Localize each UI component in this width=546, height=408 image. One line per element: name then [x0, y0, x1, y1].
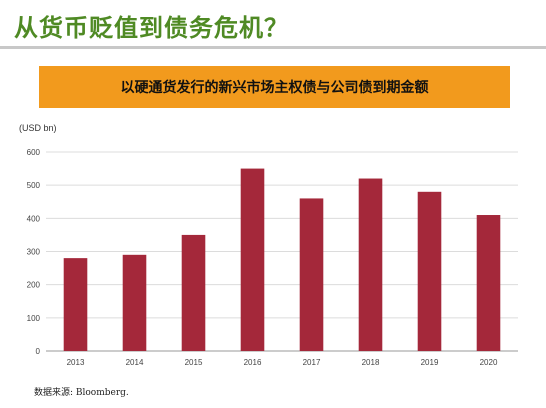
x-tick-label: 2015 [185, 358, 203, 367]
y-tick-label: 400 [27, 214, 41, 223]
bar-2013 [63, 258, 88, 351]
bar-2014 [122, 254, 147, 351]
y-tick-label: 100 [27, 314, 41, 323]
x-tick-label: 2017 [303, 358, 321, 367]
x-tick-label: 2014 [126, 358, 144, 367]
x-axis-ticks: 2013 2014 2015 2016 2017 2018 2019 2020 [67, 358, 498, 367]
y-tick-label: 500 [27, 181, 41, 190]
bar-2020 [476, 215, 501, 351]
bar-2017 [299, 198, 324, 351]
y-tick-label: 0 [36, 347, 41, 356]
x-tick-label: 2019 [421, 358, 439, 367]
y-axis-unit: (USD bn) [19, 123, 57, 133]
chart-title-banner: 以硬通货发行的新兴市场主权债与公司债到期金额 [39, 66, 510, 108]
y-tick-label: 600 [27, 148, 41, 157]
x-tick-label: 2016 [244, 358, 262, 367]
x-tick-label: 2018 [362, 358, 380, 367]
y-tick-label: 200 [27, 281, 41, 290]
chart-title: 以硬通货发行的新兴市场主权债与公司债到期金额 [120, 80, 429, 96]
bar-2019 [417, 191, 442, 351]
page-title: 从货币贬值到债务危机？ [14, 14, 289, 42]
x-tick-label: 2020 [480, 358, 498, 367]
bar-2018 [358, 178, 383, 351]
bar-2016 [240, 168, 265, 351]
bars [63, 168, 501, 351]
title-divider [0, 46, 546, 49]
y-tick-label: 300 [27, 248, 41, 257]
source-note: 数据来源: Bloomberg. [34, 388, 129, 398]
bar-2015 [181, 234, 206, 351]
y-axis-ticks: 0 100 200 300 400 500 600 [27, 148, 41, 356]
x-tick-label: 2013 [67, 358, 85, 367]
gridlines [46, 151, 518, 352]
